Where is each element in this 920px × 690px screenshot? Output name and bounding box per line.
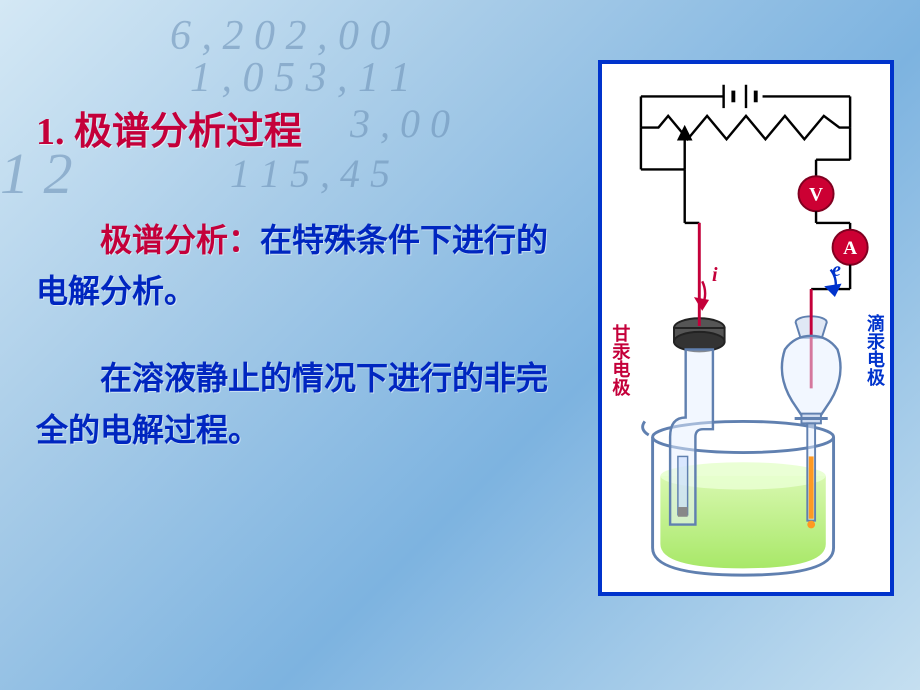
e-symbol: e <box>832 259 841 282</box>
paragraph: 在溶液静止的情况下进行的非完全的电解过程。 <box>36 353 576 455</box>
ammeter-label: A <box>843 238 857 259</box>
paragraph: 极谱分析：在特殊条件下进行的电解分析。 <box>36 215 576 317</box>
heading: 1. 极谱分析过程 <box>36 100 576 155</box>
voltmeter-label: V <box>809 185 823 206</box>
dme-label: 滴汞电极 <box>863 314 886 386</box>
resistor <box>641 116 850 139</box>
i-symbol: i <box>712 264 718 287</box>
polarography-diagram: V A <box>598 60 894 596</box>
text-content: 1. 极谱分析过程 极谱分析：在特殊条件下进行的电解分析。在溶液静止的情况下进行… <box>36 100 576 492</box>
diagram-svg: V A <box>602 64 890 592</box>
calomel-label: 甘汞电极 <box>608 324 631 396</box>
